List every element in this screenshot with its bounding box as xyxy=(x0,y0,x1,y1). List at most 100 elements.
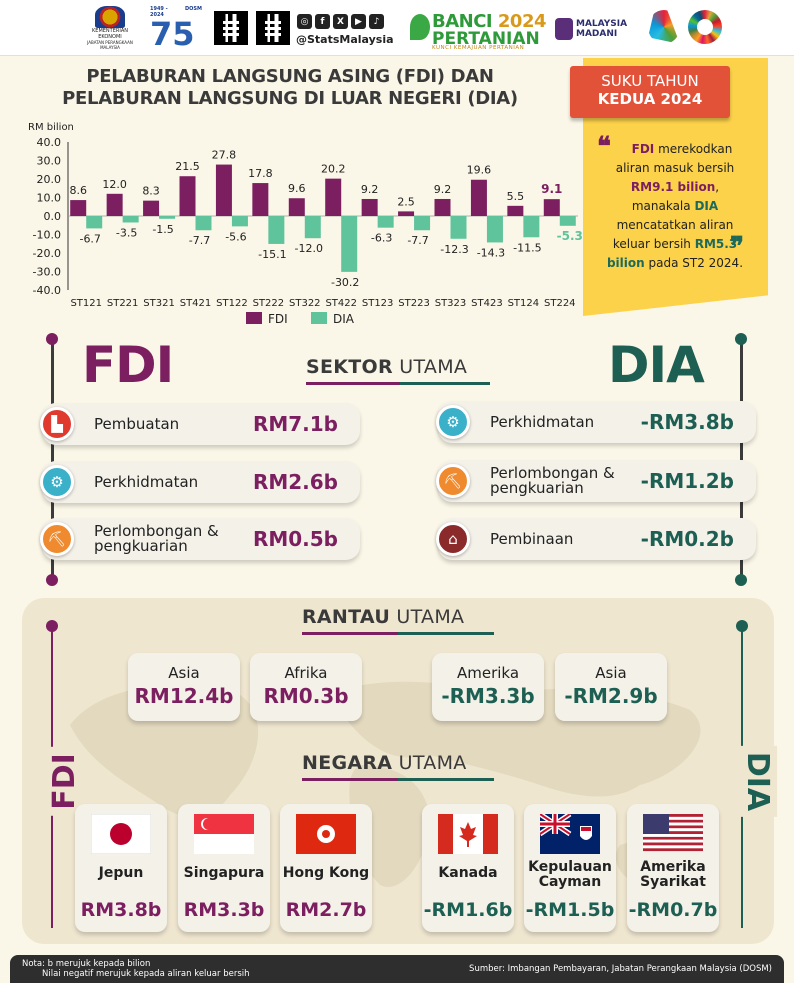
dia-sector-label: Pembinaan xyxy=(490,529,574,548)
dia-country-card: Amerika Syarikat -RM0.7b xyxy=(627,804,719,932)
madani-text-2: MADANI xyxy=(576,29,618,39)
dia-value-label: -6.3 xyxy=(371,232,392,245)
dia-bar xyxy=(523,216,540,238)
statistics-logo-icon xyxy=(648,10,680,44)
fdi-value-label: 9.6 xyxy=(288,182,306,195)
summary-fdi-value: RM9.1 bilion xyxy=(630,180,716,194)
sector-title-normal: UTAMA xyxy=(392,356,468,378)
fdi-sector-value: RM2.6b xyxy=(252,470,338,494)
dia-country-name: Kanada xyxy=(438,865,498,881)
dia-value-label: -5.3 xyxy=(557,229,583,243)
fdi-sector-label: Pembuatan xyxy=(94,414,180,433)
dia-bar xyxy=(122,216,139,223)
fdi-value-label: 27.8 xyxy=(212,149,237,162)
fdi-region-card: Asia RM12.4b xyxy=(128,653,240,721)
y-tick-label: 10.0 xyxy=(37,192,62,205)
left-dot-bottom xyxy=(46,574,58,586)
footer-source: Sumber: Imbangan Pembayaran, Jabatan Per… xyxy=(469,964,772,974)
x-tick-label: ST124 xyxy=(508,298,540,309)
youtube-icon[interactable]: ▶ xyxy=(351,14,366,29)
dia-bar xyxy=(231,216,248,227)
fdi-value-label: 9.1 xyxy=(541,182,562,196)
dia-value-label: -5.6 xyxy=(225,230,246,243)
legend-swatch xyxy=(311,312,327,324)
dia-value-label: -15.1 xyxy=(258,248,286,261)
factory-icon: ▙ xyxy=(40,407,74,441)
fdi-bar xyxy=(179,176,196,216)
close-quote-icon: ❞ xyxy=(730,232,744,262)
dia-sector-card: ⌂ Pembinaan -RM0.2b xyxy=(436,518,756,560)
summary-dia-value: RM5.3 bilion xyxy=(606,237,738,270)
x-tick-label: ST422 xyxy=(325,298,357,309)
y-tick-label: -40.0 xyxy=(33,284,61,297)
dia-region-value: -RM2.9b xyxy=(564,684,658,708)
summary-text: FDI merekodkan aliran masuk bersih RM9.1… xyxy=(600,140,750,273)
dia-value-label: -14.3 xyxy=(477,246,505,259)
fdi-sector-value: RM7.1b xyxy=(252,412,338,436)
fdi-country-card: Singapura RM3.3b xyxy=(178,804,270,932)
fdi-value-label: 9.2 xyxy=(434,183,452,196)
tiktok-icon[interactable]: ♪ xyxy=(369,14,384,29)
cayman-flag xyxy=(538,811,600,854)
y-tick-label: 40.0 xyxy=(37,136,62,149)
dia-sector-value: -RM3.8b xyxy=(640,410,734,434)
dia-bar xyxy=(450,216,467,239)
x-tick-label: ST122 xyxy=(216,298,248,309)
legend-swatch xyxy=(246,312,262,324)
singapore-flag xyxy=(194,814,254,854)
footer: Nota: b merujuk kepada bilion Nilai nega… xyxy=(10,955,784,983)
x-icon[interactable]: X xyxy=(333,14,348,29)
y-tick-label: 30.0 xyxy=(37,155,62,168)
instagram-icon[interactable]: ◎ xyxy=(297,14,312,29)
summary-part-4: , manakala xyxy=(631,180,720,213)
fdi-sector-card: ⚙ Perkhidmatan RM2.6b xyxy=(40,461,360,503)
fdi-sector-card: ⛏ Perlombongan & pengkuarian RM0.5b xyxy=(40,518,360,560)
right-dot-bottom xyxy=(735,574,747,586)
dia-country-card: Kanada -RM1.6b xyxy=(422,804,514,932)
fdi-value-label: 19.6 xyxy=(467,164,492,177)
dia-value-label: -12.0 xyxy=(295,242,323,255)
social-handle[interactable]: @StatsMalaysia xyxy=(296,33,394,46)
legend-label: FDI xyxy=(268,312,288,326)
region-underline-dia xyxy=(398,632,494,635)
region-title-bold: RANTAU xyxy=(302,606,391,628)
fdi-bar xyxy=(288,198,305,216)
fdi-sector-label: Perlombongan & pengkuarian xyxy=(94,522,219,555)
fdi-sector-value: RM0.5b xyxy=(252,527,338,551)
country-underline-dia xyxy=(398,778,494,781)
x-tick-label: ST221 xyxy=(107,298,139,309)
header-bar: KEMENTERIAN EKONOMI JABATAN PERANGKAAN M… xyxy=(0,0,794,56)
fdi-region-name: Asia xyxy=(168,664,200,682)
fdi-bar xyxy=(398,211,415,216)
hongkong-flag xyxy=(296,814,356,854)
quarter-badge-line2: KEDUA 2024 xyxy=(597,90,703,108)
fdi-bar xyxy=(106,193,123,216)
japan-flag xyxy=(90,813,152,855)
dia-bar xyxy=(304,216,321,239)
sector-title-underline-dia xyxy=(400,382,490,385)
fdi-country-value: RM3.8b xyxy=(80,899,162,921)
madani-logo: MALAYSIA MADANI xyxy=(555,13,637,45)
dia-value-label: -7.7 xyxy=(189,234,210,247)
chart-title: PELABURAN LANGSUNG ASING (FDI) DAN PELAB… xyxy=(40,66,540,110)
country-title-bold: NEGARA xyxy=(302,752,393,774)
fdi-country-value: RM2.7b xyxy=(285,899,367,921)
sector-title-bold: SEKTOR xyxy=(306,356,393,378)
facebook-icon[interactable]: f xyxy=(315,14,330,29)
y-tick-label: -10.0 xyxy=(33,229,61,242)
fdi-country-card: Jepun RM3.8b xyxy=(75,804,167,932)
dia-sector-label: Perkhidmatan xyxy=(490,412,595,431)
dia-value-label: -30.2 xyxy=(331,276,359,289)
dia-heading: DIA xyxy=(608,336,705,394)
fdi-region-card: Afrika RM0.3b xyxy=(250,653,362,721)
chart-title-line2: PELABURAN LANGSUNG DI LUAR NEGERI (DIA) xyxy=(62,88,518,109)
x-tick-label: ST121 xyxy=(70,298,102,309)
dia-country-value: -RM0.7b xyxy=(628,899,718,921)
fdi-value-label: 21.5 xyxy=(175,160,200,173)
dia-country-name: Amerika Syarikat xyxy=(640,859,706,890)
services-icon: ⚙ xyxy=(436,405,470,439)
dia-value-label: -3.5 xyxy=(116,226,137,239)
fdi-country-value: RM3.3b xyxy=(183,899,265,921)
fdi-region-value: RM12.4b xyxy=(134,684,234,708)
fdi-bar xyxy=(434,198,451,216)
